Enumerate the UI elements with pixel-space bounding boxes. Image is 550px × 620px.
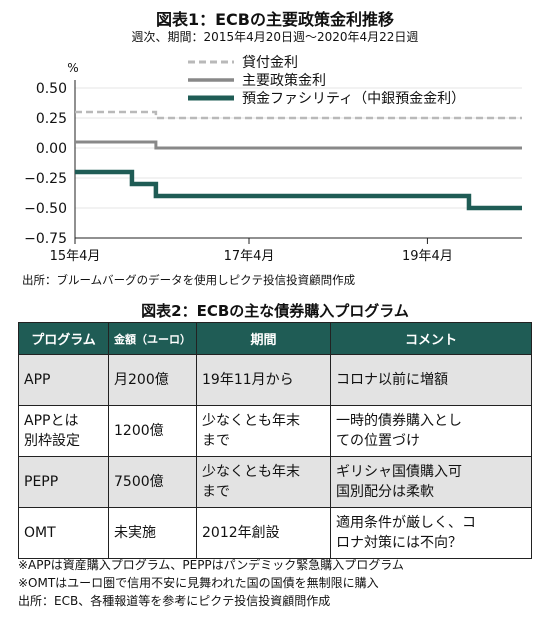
y-tick-label: 0.00 — [36, 141, 67, 157]
cell-program: APPとは 別枠設定 — [18, 405, 109, 457]
y-tick-label: −0.50 — [24, 201, 67, 217]
cell-comment: 一時的債券購入とし ての位置づけ — [330, 405, 532, 457]
table-row: PEPP 7500億 少なくとも年末 まで ギリシャ国債購入可 国別配分は柔軟 — [18, 456, 532, 508]
cell-period: 少なくとも年末 まで — [196, 405, 331, 457]
cell-program: APP — [18, 354, 109, 406]
chart-grid — [75, 87, 522, 239]
chart-series — [75, 110, 522, 211]
y-tick-label: −0.25 — [24, 171, 67, 187]
cell-comment: コロナ以前に増額 — [330, 354, 532, 406]
cell-amount: 月200億 — [108, 354, 197, 406]
x-tick-label: 19年4月 — [402, 249, 453, 264]
note-omt: ※OMTはユーロ圏で信用不安に見舞われた国の国債を無制限に購入 — [18, 576, 379, 590]
cell-period: 19年11月から — [196, 354, 331, 406]
cell-comment: 適用条件が厳しく、コ ロナ対策には不向？ — [330, 507, 532, 559]
header-comment: コメント — [330, 322, 532, 355]
legend-label: 主要政策金利 — [242, 72, 326, 89]
header-amount: 金額（ユーロ） — [108, 322, 197, 355]
chart-source: 出所：ブルームバーグのデータを使用しピクテ投信投資顧問作成 — [22, 273, 356, 287]
table-row: APP 月200億 19年11月から コロナ以前に増額 — [18, 354, 532, 406]
program-table: プログラム 金額（ユーロ） 期間 コメント APP 月200億 19年11月から… — [18, 322, 532, 559]
cell-period: 2012年創設 — [196, 507, 331, 559]
cell-period: 少なくとも年末 まで — [196, 456, 331, 508]
cell-amount: 7500億 — [108, 456, 197, 508]
series-line-1 — [75, 110, 522, 120]
cell-amount: 未実施 — [108, 507, 197, 559]
cell-program: OMT — [18, 507, 109, 559]
table-header-row: プログラム 金額（ユーロ） 期間 コメント — [18, 322, 532, 355]
y-tick-label: 0.25 — [36, 111, 67, 127]
series-line-2 — [75, 140, 522, 150]
chart-subtitle: 週次、期間：2015年4月20日週～2020年4月22日週 — [131, 30, 419, 44]
x-tick-label: 15年4月 — [50, 249, 101, 264]
series-line-3 — [75, 169, 522, 211]
y-tick-label: −0.75 — [24, 231, 67, 247]
table-row: OMT 未実施 2012年創設 適用条件が厳しく、コ ロナ対策には不向？ — [18, 507, 532, 559]
cell-program: PEPP — [18, 456, 109, 508]
note-app: ※APPは資産購入プログラム、PEPPはパンデミック緊急購入プログラム — [18, 558, 404, 572]
policy-rate-chart: 0.50 0.25 0.00 −0.25 −0.50 −0.75% 15年4月 17年4月 19… — [24, 55, 522, 264]
table-title: 図表2：ECBの主な債券購入プログラム — [141, 302, 409, 320]
y-axis-label: % — [67, 61, 78, 75]
chart-axes: 0.50 0.25 0.00 −0.25 −0.50 −0.75% 15年4月 17年4月 19… — [24, 61, 522, 264]
cell-amount: 1200億 — [108, 405, 197, 457]
table-source: 出所：ECB、各種報道等を参考にピクテ投信投資顧問作成 — [18, 594, 331, 608]
legend-label: 貸付金利 — [242, 55, 298, 71]
table-row: APPとは 別枠設定 1200億 少なくとも年末 まで 一時的債券購入とし ての位置づ… — [18, 405, 532, 457]
legend-label: 預金ファシリティ（中銀預金金利） — [242, 91, 465, 107]
cell-comment: ギリシャ国債購入可 国別配分は柔軟 — [330, 456, 532, 508]
header-period: 期間 — [196, 322, 331, 355]
y-tick-label: 0.50 — [36, 81, 67, 97]
header-program: プログラム — [18, 322, 109, 355]
x-tick-label: 17年4月 — [224, 249, 275, 264]
chart-title: 図表1：ECBの主要政策金利推移 — [155, 10, 394, 29]
